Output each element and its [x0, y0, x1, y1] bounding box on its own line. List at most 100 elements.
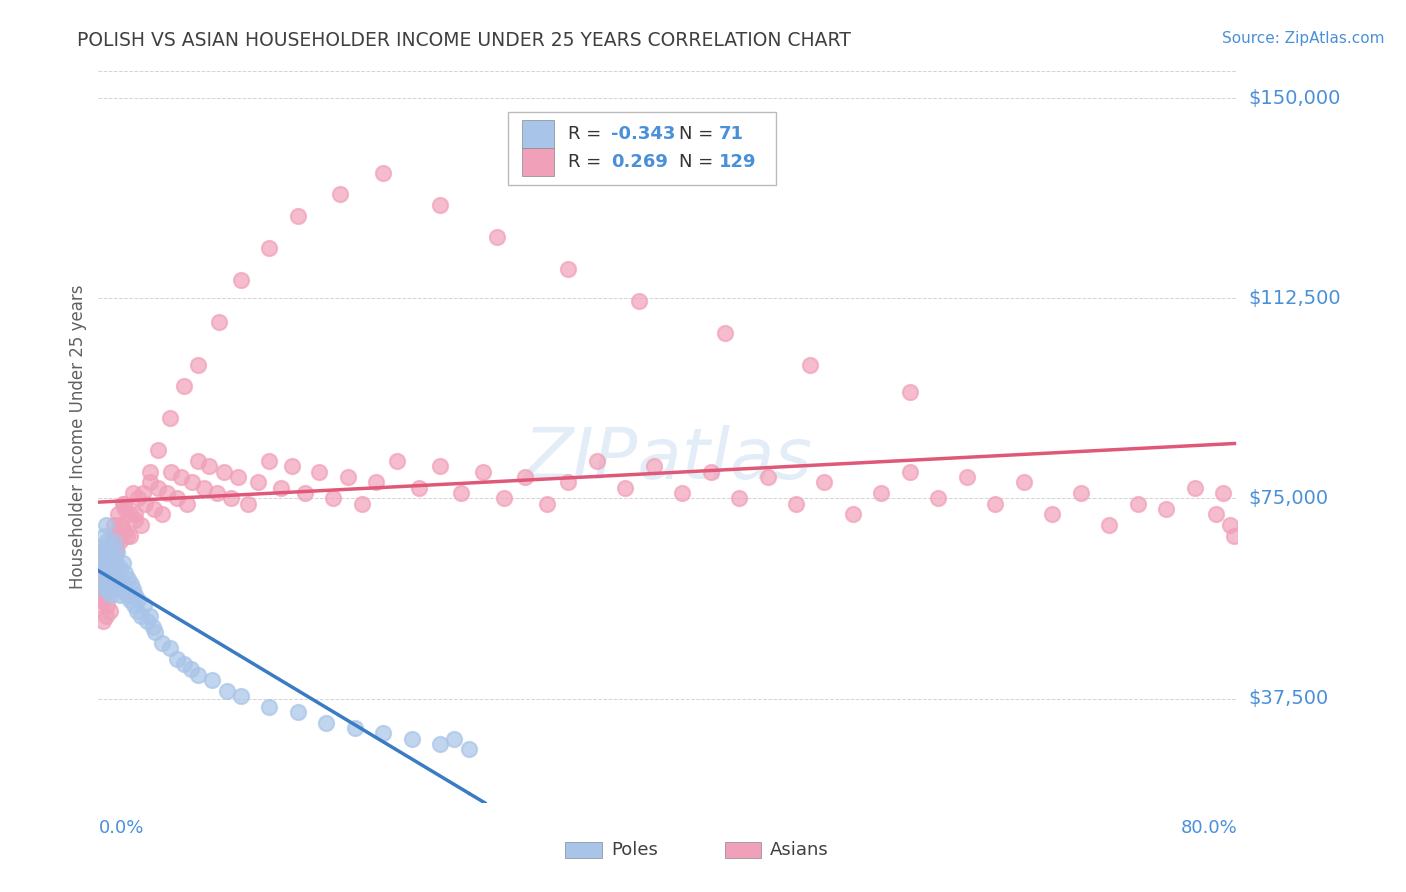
Point: [131, 486, 153, 500]
Point: [120, 577, 142, 591]
Point: [181, 475, 204, 490]
Point: [118, 508, 141, 522]
Point: [105, 572, 128, 586]
Point: [141, 619, 163, 633]
Point: [870, 486, 893, 500]
Point: [91, 572, 114, 586]
Point: [281, 459, 304, 474]
Point: [173, 657, 195, 671]
Point: [187, 667, 209, 681]
Point: [135, 614, 157, 628]
Point: [193, 481, 215, 495]
Point: [91, 614, 114, 628]
Point: [124, 588, 146, 602]
Point: [107, 577, 129, 591]
Text: 80.0%: 80.0%: [1181, 820, 1237, 838]
Point: [1212, 486, 1234, 500]
Point: [112, 524, 135, 538]
Point: [148, 443, 170, 458]
Point: [90, 561, 112, 575]
Point: [94, 609, 117, 624]
FancyBboxPatch shape: [725, 842, 761, 858]
Point: [138, 475, 160, 490]
Point: [159, 640, 181, 655]
Point: [236, 497, 259, 511]
FancyBboxPatch shape: [565, 842, 602, 858]
Point: [287, 209, 309, 223]
Point: [187, 358, 209, 372]
Text: Asians: Asians: [770, 841, 830, 859]
Point: [108, 561, 131, 575]
Point: [176, 497, 198, 511]
Point: [91, 572, 114, 586]
Point: [259, 454, 281, 468]
Point: [148, 481, 170, 495]
Point: [628, 293, 651, 308]
Point: [138, 609, 160, 624]
Text: 129: 129: [718, 153, 756, 171]
Text: Poles: Poles: [610, 841, 658, 859]
Text: R =: R =: [568, 153, 613, 171]
Point: [97, 561, 120, 575]
Point: [984, 497, 1007, 511]
Point: [101, 529, 124, 543]
Point: [100, 540, 122, 554]
Point: [115, 588, 138, 602]
Point: [90, 599, 112, 613]
Point: [125, 604, 148, 618]
Point: [585, 454, 607, 468]
Point: [89, 550, 111, 565]
Point: [108, 518, 131, 533]
Point: [97, 545, 120, 559]
Point: [104, 540, 127, 554]
Point: [1098, 518, 1121, 533]
Point: [536, 497, 558, 511]
Point: [97, 582, 120, 597]
Point: [112, 497, 135, 511]
Point: [145, 624, 167, 639]
Point: [429, 737, 451, 751]
Point: [429, 198, 451, 212]
Point: [121, 486, 143, 500]
Point: [105, 529, 128, 543]
Point: [94, 540, 117, 554]
Point: [486, 230, 509, 244]
Point: [89, 582, 111, 597]
Point: [98, 572, 121, 586]
Point: [104, 582, 127, 597]
Point: [308, 465, 330, 479]
Point: [114, 502, 136, 516]
FancyBboxPatch shape: [522, 120, 554, 148]
Point: [97, 582, 120, 597]
Point: [93, 588, 115, 602]
Point: [201, 673, 224, 687]
Point: [187, 454, 209, 468]
Point: [401, 731, 423, 746]
Point: [160, 465, 183, 479]
Point: [93, 582, 115, 597]
Text: ZIPatlas: ZIPatlas: [523, 425, 813, 493]
Point: [557, 475, 579, 490]
Text: -0.343: -0.343: [612, 125, 675, 144]
Point: [110, 572, 132, 586]
Point: [103, 534, 125, 549]
Point: [96, 577, 118, 591]
Point: [114, 566, 136, 581]
Point: [142, 502, 165, 516]
Point: [100, 566, 122, 581]
Point: [699, 465, 721, 479]
Point: [350, 497, 373, 511]
Point: [170, 470, 193, 484]
Point: [373, 726, 395, 740]
Point: [1223, 529, 1246, 543]
Point: [198, 459, 221, 474]
Point: [97, 545, 120, 559]
Point: [96, 550, 118, 565]
Text: N =: N =: [679, 153, 720, 171]
Point: [287, 705, 309, 719]
Point: [111, 556, 134, 570]
Point: [96, 534, 118, 549]
Point: [515, 470, 537, 484]
Point: [104, 545, 127, 559]
Point: [91, 545, 114, 559]
